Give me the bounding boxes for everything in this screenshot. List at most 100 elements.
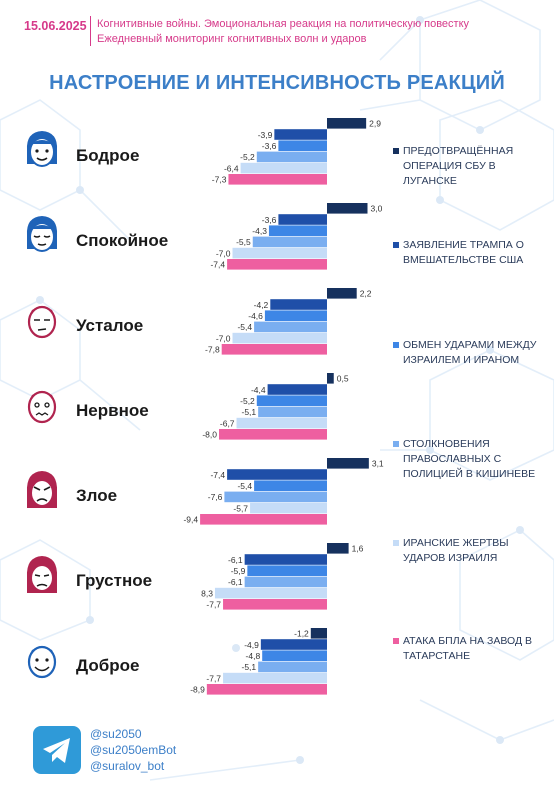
bar bbox=[200, 514, 327, 525]
mood-label-sad: Грустное bbox=[76, 571, 153, 590]
data-label: -5,1 bbox=[241, 662, 256, 672]
handle-link[interactable]: @su2050emBot bbox=[90, 743, 177, 757]
legend-label: ЗАЯВЛЕНИЕ ТРАМПА О ВМЕШАТЕЛЬСТВЕ США bbox=[403, 239, 524, 266]
bar bbox=[310, 628, 327, 639]
header-subtitle: Когнитивные войны. Эмоциональная реакция… bbox=[97, 17, 469, 47]
header-divider bbox=[90, 16, 91, 46]
bar bbox=[270, 299, 327, 310]
legend-label: АТАКА БПЛА НА ЗАВОД В ТАТАРСТАНЕ bbox=[403, 635, 533, 662]
face-sad-icon bbox=[22, 553, 62, 597]
bar bbox=[260, 639, 327, 650]
bar bbox=[256, 151, 327, 163]
bar bbox=[247, 565, 327, 576]
telegram-icon[interactable] bbox=[33, 726, 81, 774]
data-label: -4,8 bbox=[246, 651, 261, 661]
face-angry-icon bbox=[22, 468, 62, 512]
mood-label-tired: Усталое bbox=[76, 316, 144, 335]
data-label: 1,6 bbox=[352, 544, 364, 554]
legend-label: СТОЛКНОВЕНИЯ ПРАВОСЛАВНЫХ С ПОЛИЦИЕЙ В К… bbox=[403, 438, 536, 480]
bar bbox=[262, 650, 327, 661]
bar bbox=[244, 554, 327, 565]
data-label: -8,0 bbox=[202, 430, 217, 440]
legend-label: ОБМЕН УДАРАМИ МЕЖДУ ИЗРАИЛЕМ И ИРАНОМ bbox=[403, 339, 537, 366]
bar bbox=[227, 259, 327, 270]
data-label: -7,6 bbox=[208, 492, 223, 502]
mood-label-calm: Спокойное bbox=[76, 231, 169, 250]
data-label: 0,5 bbox=[337, 374, 349, 384]
data-label: -4,2 bbox=[254, 300, 269, 310]
data-label: -5,9 bbox=[231, 566, 246, 576]
bar bbox=[327, 118, 367, 129]
subtitle-line-1: Когнитивные войны. Эмоциональная реакция… bbox=[97, 18, 470, 30]
bar bbox=[252, 236, 327, 248]
face-calm-icon bbox=[22, 213, 62, 257]
data-label: -4,6 bbox=[248, 311, 263, 321]
bar bbox=[250, 502, 327, 514]
handle-link[interactable]: @suralov_bot bbox=[90, 759, 165, 773]
legend-label: ПРЕДОТВРАЩЁННАЯ ОПЕРАЦИЯ СБУ В ЛУГАНСКЕ bbox=[403, 145, 514, 187]
bar bbox=[327, 543, 349, 554]
bar bbox=[232, 332, 327, 344]
data-label: -5,2 bbox=[240, 396, 255, 406]
data-label: -7,8 bbox=[205, 345, 220, 355]
legend-swatch bbox=[393, 148, 399, 154]
data-label: -4,4 bbox=[251, 385, 266, 395]
legend-label: ИРАНСКИЕ ЖЕРТВЫ УДАРОВ ИЗРАИЛЯ bbox=[403, 537, 509, 564]
subtitle-line-2: Ежедневный мониторинг когнитивных волн и… bbox=[97, 33, 367, 45]
bar bbox=[224, 491, 327, 503]
legend-swatch bbox=[393, 242, 399, 248]
data-label: -6,7 bbox=[220, 418, 235, 428]
bar bbox=[278, 214, 327, 225]
bar bbox=[223, 672, 327, 684]
chart-title: НАСТРОЕНИЕ И ИНТЕНСИВНОСТЬ РЕАКЦИЙ bbox=[49, 72, 505, 94]
legend-swatch bbox=[393, 540, 399, 546]
data-label: -9,4 bbox=[183, 515, 198, 525]
data-label: -5,4 bbox=[237, 322, 252, 332]
report-date: 15.06.2025 bbox=[24, 19, 87, 33]
bar bbox=[278, 140, 327, 151]
legend-swatch bbox=[393, 441, 399, 447]
bar bbox=[240, 162, 327, 174]
data-label: -5,1 bbox=[241, 407, 256, 417]
data-label: -7,0 bbox=[216, 248, 231, 258]
bar bbox=[232, 247, 327, 259]
mood-label-cheerful: Бодрое bbox=[76, 146, 140, 165]
bar bbox=[236, 417, 327, 429]
bar bbox=[274, 129, 327, 140]
data-label: -8,9 bbox=[190, 685, 205, 695]
data-label: 2,9 bbox=[369, 119, 381, 129]
data-label: -6,1 bbox=[228, 577, 243, 587]
bar bbox=[327, 373, 334, 384]
data-label: -7,7 bbox=[206, 673, 221, 683]
data-label: -7,3 bbox=[212, 175, 227, 185]
data-label: -5,5 bbox=[236, 237, 251, 247]
data-label: -4,9 bbox=[244, 640, 259, 650]
data-label: 2,2 bbox=[360, 289, 372, 299]
bar bbox=[228, 174, 327, 185]
data-label: 3,0 bbox=[371, 204, 383, 214]
handle-link[interactable]: @su2050 bbox=[90, 727, 142, 741]
data-label: -7,0 bbox=[216, 333, 231, 343]
face-tired-icon bbox=[22, 298, 62, 342]
bar bbox=[244, 576, 327, 588]
bar bbox=[223, 599, 327, 610]
bar bbox=[258, 661, 327, 673]
mood-label-angry: Злое bbox=[76, 486, 118, 505]
data-label: -5,4 bbox=[237, 481, 252, 491]
bar bbox=[267, 384, 327, 395]
data-label: -7,7 bbox=[206, 600, 221, 610]
data-label: -7,4 bbox=[210, 260, 225, 270]
data-label: -1,2 bbox=[294, 629, 309, 639]
bar bbox=[221, 344, 327, 355]
data-label: -3,9 bbox=[258, 130, 273, 140]
data-label: -3,6 bbox=[262, 141, 277, 151]
data-label: -4,3 bbox=[252, 226, 267, 236]
mood-label-kind: Доброе bbox=[76, 656, 140, 675]
bar bbox=[206, 684, 327, 695]
data-label: 8,3 bbox=[201, 588, 213, 598]
bar bbox=[254, 321, 327, 333]
face-kind-icon bbox=[22, 638, 62, 682]
bar bbox=[227, 469, 327, 480]
